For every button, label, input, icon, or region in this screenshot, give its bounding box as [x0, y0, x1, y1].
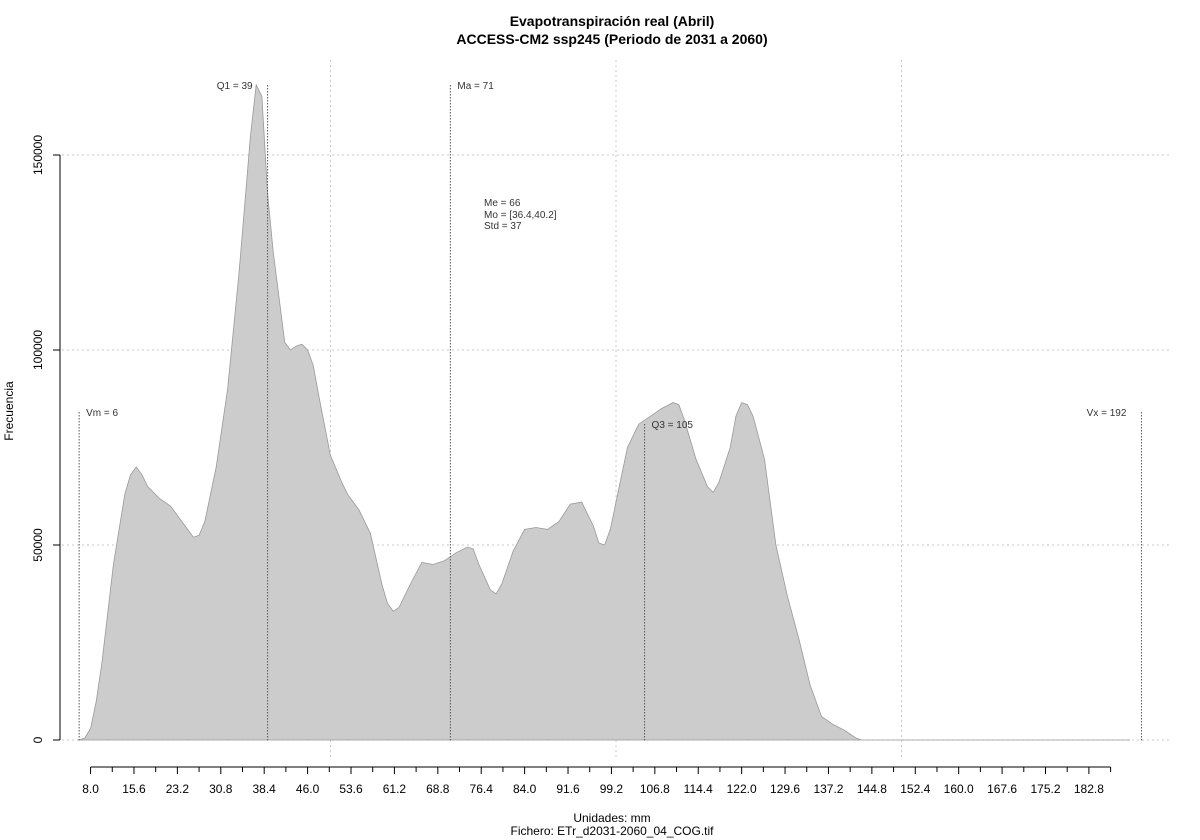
x-tick-label-17: 137.2	[813, 782, 843, 796]
stat-std: Std = 37	[484, 221, 522, 232]
stat-line-label-2: Vm = 6	[86, 408, 118, 419]
x-tick-label-12: 99.2	[600, 782, 624, 796]
density-area	[78, 83, 1130, 741]
x-tick-label-23: 182.8	[1074, 782, 1104, 796]
x-tick-label-6: 53.6	[339, 782, 363, 796]
chart-subtitle: ACCESS-CM2 ssp245 (Periodo de 2031 a 206…	[456, 31, 767, 47]
x-tick-label-8: 68.8	[426, 782, 450, 796]
x-tick-label-15: 122.0	[727, 782, 757, 796]
y-tick-label-1: 50000	[31, 528, 45, 562]
file-label: Fichero: ETr_d2031-2060_04_COG.tif	[511, 824, 715, 838]
x-tick-label-21: 167.6	[987, 782, 1017, 796]
x-tick-label-22: 175.2	[1030, 782, 1060, 796]
density-fill	[78, 83, 1130, 741]
x-tick-label-18: 144.8	[857, 782, 887, 796]
statistic-lines: Q1 = 39 Ma = 71 Vm = 6 Q3 = 105 Vx = 192	[78, 81, 1142, 741]
stat-line-label-1: Ma = 71	[457, 81, 494, 92]
x-axis-label: Unidades: mm	[573, 811, 650, 825]
x-tick-label-16: 129.6	[770, 782, 800, 796]
x-tick-label-9: 76.4	[470, 782, 494, 796]
x-tick-label-10: 84.0	[513, 782, 537, 796]
x-tick-label-11: 91.6	[556, 782, 580, 796]
x-tick-label-3: 30.8	[209, 782, 233, 796]
y-axis-label: Frecuencia	[2, 381, 16, 441]
x-tick-label-1: 15.6	[122, 782, 146, 796]
y-tick-label-3: 150000	[31, 135, 45, 175]
x-tick-label-5: 46.0	[296, 782, 320, 796]
stat-mode: Mo = [36.4,40.2]	[484, 210, 557, 221]
y-axis: 0 50000 100000 150000	[31, 135, 61, 743]
stat-mean: Me = 66	[484, 198, 521, 209]
x-tick-label-19: 152.4	[900, 782, 930, 796]
y-tick-label-2: 100000	[31, 330, 45, 370]
x-tick-label-2: 23.2	[166, 782, 190, 796]
x-tick-label-0: 8.0	[82, 782, 99, 796]
statistics-box: Me = 66 Mo = [36.4,40.2] Std = 37	[484, 198, 557, 232]
x-tick-label-20: 160.0	[944, 782, 974, 796]
y-tick-label-0: 0	[31, 736, 45, 743]
x-tick-label-13: 106.8	[640, 782, 670, 796]
stat-line-label-3: Q3 = 105	[652, 420, 694, 431]
x-tick-label-4: 38.4	[253, 782, 277, 796]
x-tick-label-7: 61.2	[383, 782, 407, 796]
x-tick-label-14: 114.4	[684, 782, 713, 796]
x-axis: 8.0 15.6 23.2 30.8 38.4 46.0 53.6 61.2 68.8 76.4 8…	[82, 766, 1112, 796]
chart-title: Evapotranspiración real (Abril)	[510, 13, 715, 29]
stat-line-label-4: Vx = 192	[1087, 408, 1127, 419]
stat-line-label-0: Q1 = 39	[217, 81, 253, 92]
